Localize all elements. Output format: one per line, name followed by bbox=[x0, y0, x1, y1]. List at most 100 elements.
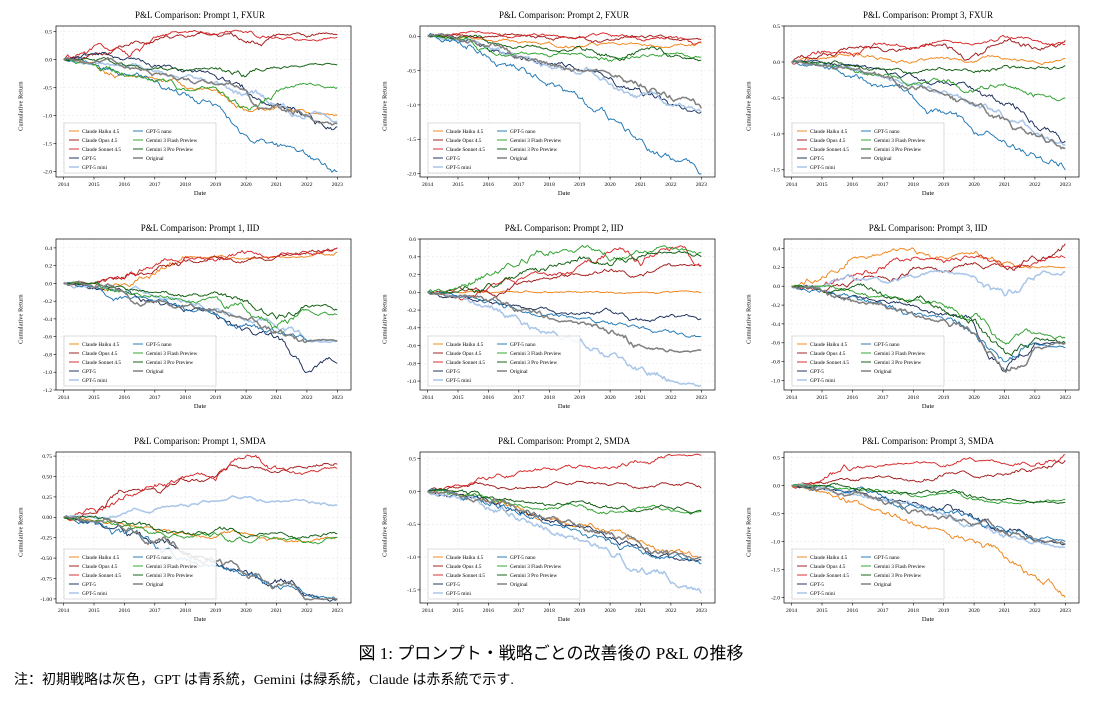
svg-text:0.25: 0.25 bbox=[42, 495, 52, 501]
svg-text:GPT-5 nano: GPT-5 nano bbox=[874, 555, 900, 561]
svg-text:-1.0: -1.0 bbox=[771, 379, 780, 385]
x-axis-label: Date bbox=[557, 190, 571, 197]
svg-text:-0.4: -0.4 bbox=[407, 326, 416, 332]
svg-text:2022: 2022 bbox=[665, 395, 676, 401]
svg-text:0.0: 0.0 bbox=[773, 60, 780, 66]
svg-text:2017: 2017 bbox=[877, 395, 888, 401]
y-axis-label: Cumulative Return bbox=[745, 81, 753, 131]
chart-panel: P&L Comparison: Prompt 1, SMDA Cumulativ… bbox=[16, 436, 358, 623]
svg-text:0.00: 0.00 bbox=[42, 515, 52, 521]
svg-text:0.0: 0.0 bbox=[409, 34, 416, 40]
svg-text:2015: 2015 bbox=[88, 182, 99, 188]
svg-text:2021: 2021 bbox=[271, 608, 282, 614]
chart-panel: P&L Comparison: Prompt 1, FXUR Cumulativ… bbox=[16, 10, 358, 197]
chart-canvas: -1.2 -1.0 -0.8 -0.6 -0.4 -0.2 0.0 0.2 0.4 2014 201… bbox=[43, 238, 352, 401]
svg-text:-0.4: -0.4 bbox=[771, 322, 780, 328]
svg-text:Gemini 3 Flash Preview: Gemini 3 Flash Preview bbox=[146, 138, 198, 144]
svg-text:0.0: 0.0 bbox=[45, 58, 52, 64]
svg-text:Claude Opus 4.5: Claude Opus 4.5 bbox=[810, 138, 846, 144]
svg-text:2017: 2017 bbox=[877, 608, 888, 614]
chart-canvas: -1.00 -0.75 -0.50 -0.25 0.00 0.25 0.50 0.75 2014… bbox=[40, 451, 352, 614]
svg-text:0.0: 0.0 bbox=[409, 290, 416, 296]
figure-caption: 図 1: プロンプト・戦略ごとの改善後の P&L の推移 bbox=[358, 644, 744, 663]
svg-text:-1.0: -1.0 bbox=[771, 132, 780, 138]
svg-text:GPT-5 nano: GPT-5 nano bbox=[874, 129, 900, 135]
svg-text:2018: 2018 bbox=[544, 395, 555, 401]
svg-text:GPT-5 mini: GPT-5 mini bbox=[446, 591, 471, 597]
chart-panel: P&L Comparison: Prompt 3, SMDA Cumulativ… bbox=[744, 436, 1086, 623]
svg-text:Gemini 3 Pro Preview: Gemini 3 Pro Preview bbox=[510, 360, 557, 366]
svg-text:0.5: 0.5 bbox=[773, 24, 780, 30]
svg-text:GPT-5 nano: GPT-5 nano bbox=[510, 342, 536, 348]
y-axis-label: Cumulative Return bbox=[381, 294, 389, 344]
svg-text:2020: 2020 bbox=[969, 182, 980, 188]
svg-text:2014: 2014 bbox=[58, 182, 69, 188]
svg-text:2022: 2022 bbox=[665, 608, 676, 614]
svg-text:Claude Haiku 4.5: Claude Haiku 4.5 bbox=[82, 129, 120, 135]
chart-canvas: -1.5 -1.0 -0.5 0.0 0.5 2014 2015 2016 2017 2018 20… bbox=[771, 24, 1080, 188]
chart-title: P&L Comparison: Prompt 1, FXUR bbox=[135, 10, 265, 20]
svg-text:GPT-5 mini: GPT-5 mini bbox=[446, 378, 471, 384]
svg-text:2020: 2020 bbox=[241, 608, 252, 614]
svg-text:2019: 2019 bbox=[210, 395, 221, 401]
svg-text:2018: 2018 bbox=[180, 608, 191, 614]
svg-text:-1.5: -1.5 bbox=[407, 588, 416, 594]
svg-text:Original: Original bbox=[874, 156, 892, 162]
svg-text:2016: 2016 bbox=[119, 182, 130, 188]
svg-text:2016: 2016 bbox=[847, 182, 858, 188]
svg-text:Gemini 3 Flash Preview: Gemini 3 Flash Preview bbox=[146, 564, 198, 570]
svg-text:Claude Opus 4.5: Claude Opus 4.5 bbox=[810, 351, 846, 357]
chart-panel: P&L Comparison: Prompt 2, IID Cumulative… bbox=[380, 223, 722, 410]
chart-canvas: -2.0 -1.5 -1.0 -0.5 0.0 0.5 2014 2015 2016 2017 20… bbox=[771, 451, 1080, 614]
chart-canvas: -2.0 -1.5 -1.0 -0.5 0.0 0.5 2014 2015 2016 2017 20… bbox=[43, 25, 352, 188]
svg-text:2016: 2016 bbox=[119, 608, 130, 614]
svg-text:GPT-5: GPT-5 bbox=[810, 156, 824, 162]
svg-text:Claude Haiku 4.5: Claude Haiku 4.5 bbox=[82, 555, 120, 561]
svg-text:Claude Opus 4.5: Claude Opus 4.5 bbox=[810, 564, 846, 570]
y-axis-label: Cumulative Return bbox=[381, 81, 389, 131]
svg-text:0.4: 0.4 bbox=[409, 255, 416, 261]
svg-text:Claude Opus 4.5: Claude Opus 4.5 bbox=[446, 351, 482, 357]
chart-canvas: -2.0 -1.5 -1.0 -0.5 0.0 2014 2015 2016 2017 2018 2… bbox=[407, 25, 716, 188]
chart-title: P&L Comparison: Prompt 3, FXUR bbox=[863, 10, 993, 20]
svg-text:2020: 2020 bbox=[605, 608, 616, 614]
svg-text:-0.25: -0.25 bbox=[40, 536, 52, 542]
svg-text:2021: 2021 bbox=[271, 395, 282, 401]
svg-text:Claude Haiku 4.5: Claude Haiku 4.5 bbox=[446, 555, 484, 561]
svg-text:GPT-5 nano: GPT-5 nano bbox=[146, 555, 172, 561]
x-axis-label: Date bbox=[557, 403, 571, 410]
svg-text:2020: 2020 bbox=[241, 182, 252, 188]
svg-text:Gemini 3 Pro Preview: Gemini 3 Pro Preview bbox=[510, 147, 557, 153]
x-axis-label: Date bbox=[193, 190, 207, 197]
svg-text:-1.2: -1.2 bbox=[43, 388, 52, 394]
svg-text:2022: 2022 bbox=[1029, 608, 1040, 614]
svg-text:2021: 2021 bbox=[999, 395, 1010, 401]
svg-text:-0.5: -0.5 bbox=[43, 85, 52, 91]
svg-text:2023: 2023 bbox=[332, 395, 343, 401]
chart-title: P&L Comparison: Prompt 3, IID bbox=[868, 223, 988, 233]
svg-text:GPT-5 mini: GPT-5 mini bbox=[82, 378, 107, 384]
svg-text:Claude Haiku 4.5: Claude Haiku 4.5 bbox=[810, 555, 848, 561]
svg-text:0.0: 0.0 bbox=[773, 484, 780, 490]
figure-note: 注：初期戦略は灰色，GPT は青系統，Gemini は緑系統，Claude は赤… bbox=[14, 673, 514, 688]
svg-text:-0.5: -0.5 bbox=[771, 96, 780, 102]
x-axis-label: Date bbox=[921, 403, 935, 410]
svg-text:2021: 2021 bbox=[999, 608, 1010, 614]
svg-text:Gemini 3 Pro Preview: Gemini 3 Pro Preview bbox=[146, 573, 193, 579]
svg-text:2016: 2016 bbox=[483, 182, 494, 188]
svg-text:2017: 2017 bbox=[149, 395, 160, 401]
svg-text:-1.5: -1.5 bbox=[771, 567, 780, 573]
svg-text:Claude Sonnet 4.5: Claude Sonnet 4.5 bbox=[82, 147, 121, 153]
svg-text:Claude Sonnet 4.5: Claude Sonnet 4.5 bbox=[810, 147, 849, 153]
chart-canvas: -1.5 -1.0 -0.5 0.0 0.5 2014 2015 2016 2017 2018 20… bbox=[407, 451, 716, 614]
svg-text:-1.00: -1.00 bbox=[40, 597, 52, 603]
svg-text:2017: 2017 bbox=[149, 182, 160, 188]
svg-text:Gemini 3 Flash Preview: Gemini 3 Flash Preview bbox=[510, 138, 562, 144]
svg-text:2022: 2022 bbox=[301, 182, 312, 188]
svg-text:2022: 2022 bbox=[1029, 182, 1040, 188]
svg-text:2019: 2019 bbox=[574, 608, 585, 614]
svg-text:2022: 2022 bbox=[1029, 395, 1040, 401]
svg-text:-1.0: -1.0 bbox=[407, 555, 416, 561]
svg-text:2018: 2018 bbox=[908, 182, 919, 188]
svg-text:2019: 2019 bbox=[210, 608, 221, 614]
